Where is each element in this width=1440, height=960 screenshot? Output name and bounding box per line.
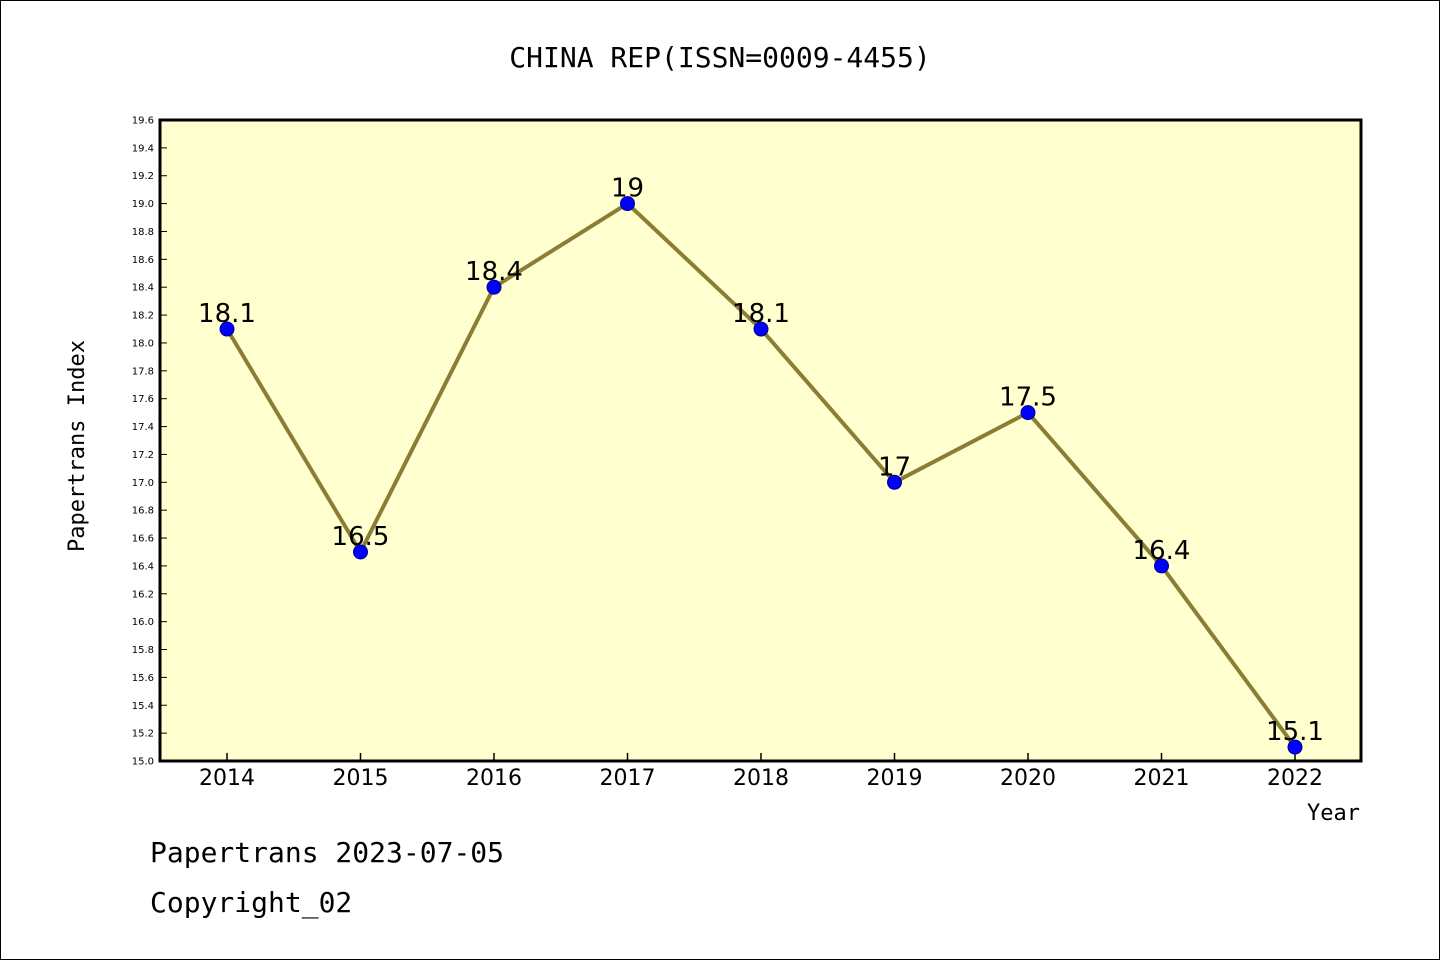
x-tick-label: 2014 (199, 766, 255, 791)
y-tick-label: 18.0 (132, 338, 154, 349)
x-tick-label: 2022 (1267, 766, 1323, 791)
plot-border (158, 118, 1363, 763)
y-tick-label: 15.4 (132, 701, 154, 712)
y-tick-label: 18.4 (132, 283, 154, 294)
y-axis-title: Papertrans Index (65, 340, 90, 552)
data-point (887, 474, 902, 490)
data-label: 18.1 (732, 299, 790, 329)
data-label: 16.5 (332, 522, 390, 552)
y-tick-label: 15.2 (132, 729, 154, 740)
y-tick-label: 19.0 (132, 199, 154, 210)
y-tick-label: 16.4 (132, 561, 154, 572)
footer-copyright-text: Copyright_02 (150, 886, 353, 919)
data-label: 17 (878, 452, 911, 482)
data-point (753, 321, 769, 337)
y-tick-label: 17.2 (132, 450, 154, 461)
y-tick-label: 19.6 (132, 116, 154, 127)
x-axis-title: Year (1307, 801, 1360, 826)
data-labels: 18.1 16.5 18.4 19 18.1 17 17.5 16.4 15.1 (198, 174, 1324, 747)
data-label: 17.5 (999, 383, 1057, 413)
y-tick-label: 18.6 (132, 255, 154, 266)
y-tick-label: 17.8 (132, 366, 154, 377)
data-label: 19 (611, 174, 644, 204)
x-axis: 2014 2015 2016 2017 2018 2019 2020 2021 2022 (199, 753, 1323, 791)
y-axis: 15.0 15.2 15.4 15.6 15.8 16.0 16.2 16.4 16.6 16.8… (132, 116, 167, 768)
chart-title: CHINA REP(ISSN=0009-4455) (509, 41, 930, 74)
y-tick-label: 16.0 (132, 617, 154, 628)
y-tick-label: 17.0 (132, 478, 154, 489)
y-tick-label: 16.2 (132, 589, 154, 600)
x-tick-label: 2017 (600, 766, 656, 791)
data-point (1154, 558, 1169, 574)
data-point (1020, 405, 1036, 421)
data-point (1287, 739, 1303, 755)
data-label: 18.1 (198, 299, 256, 329)
x-tick-label: 2016 (466, 766, 522, 791)
data-point (353, 544, 368, 560)
y-tick-label: 15.8 (132, 645, 154, 656)
x-tick-label: 2015 (333, 766, 389, 791)
x-tick-label: 2020 (1000, 766, 1056, 791)
x-tick-label: 2021 (1134, 766, 1190, 791)
y-tick-label: 16.6 (132, 534, 154, 545)
data-label: 16.4 (1133, 536, 1191, 566)
y-tick-label: 17.6 (132, 394, 154, 405)
data-label: 15.1 (1266, 717, 1324, 747)
y-tick-label: 19.2 (132, 171, 154, 182)
plot-area (160, 120, 1361, 761)
y-tick-label: 16.8 (132, 506, 154, 517)
data-point (620, 196, 635, 212)
data-point (486, 279, 502, 295)
y-tick-label: 18.2 (132, 311, 154, 322)
y-tick-label: 15.6 (132, 673, 154, 684)
x-tick-label: 2018 (733, 766, 789, 791)
footer-date-text: Papertrans 2023-07-05 (150, 836, 505, 869)
y-tick-label: 18.8 (132, 227, 154, 238)
data-point (219, 321, 235, 337)
x-tick-label: 2019 (867, 766, 923, 791)
y-tick-label: 15.0 (132, 757, 154, 768)
y-tick-label: 19.4 (132, 143, 154, 154)
series-markers (219, 196, 1303, 755)
y-tick-label: 17.4 (132, 422, 154, 433)
data-label: 18.4 (465, 257, 523, 287)
